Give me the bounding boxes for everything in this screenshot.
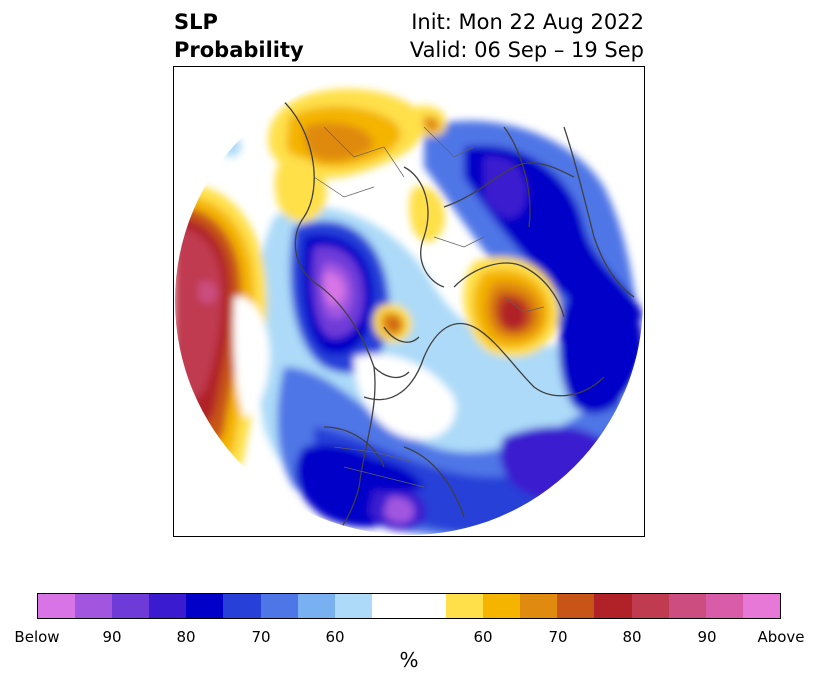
colorbar-segment <box>705 594 743 618</box>
colorbar-segment <box>223 594 261 618</box>
map-dates: Init: Mon 22 Aug 2022 Valid: 06 Sep – 19… <box>410 8 644 64</box>
colorbar-segment <box>112 594 150 618</box>
colorbar-segment <box>260 594 298 618</box>
colorbar-segment <box>742 594 780 618</box>
colorbar-label-below-90: 90 <box>102 628 122 646</box>
probability-colorbar <box>37 593 781 619</box>
colorbar-label-above-70: 70 <box>548 628 568 646</box>
colorbar-label-below-80: 80 <box>176 628 196 646</box>
colorbar-label-above: Above <box>757 628 805 646</box>
colorbar-segment <box>334 594 372 618</box>
colorbar-segment <box>38 594 76 618</box>
colorbar-segment <box>483 594 521 618</box>
colorbar-label-above-80: 80 <box>622 628 642 646</box>
borders <box>313 126 545 488</box>
map-title: SLP Probability <box>174 8 304 64</box>
colorbar-unit: % <box>399 648 419 672</box>
colorbar-segment <box>371 594 447 618</box>
colorbar-label-below-70: 70 <box>251 628 271 646</box>
probability-map <box>175 67 643 535</box>
coastlines <box>278 96 635 535</box>
colorbar-segment <box>149 594 187 618</box>
colorbar-segment <box>594 594 632 618</box>
colorbar-label-below: Below <box>14 628 60 646</box>
colorbar-segment <box>75 594 113 618</box>
title-type: Probability <box>174 38 304 62</box>
title-variable: SLP <box>174 10 218 34</box>
colorbar-label-above-90: 90 <box>697 628 717 646</box>
colorbar-segment <box>520 594 558 618</box>
valid-range: Valid: 06 Sep – 19 Sep <box>409 38 644 62</box>
colorbar-segment <box>668 594 706 618</box>
colorbar-segment <box>446 594 484 618</box>
colorbar-segment <box>297 594 335 618</box>
colorbar-label-above-60: 60 <box>473 628 493 646</box>
init-date: Init: Mon 22 Aug 2022 <box>411 10 644 34</box>
colorbar-segment <box>557 594 595 618</box>
colorbar-segment <box>631 594 669 618</box>
colorbar-segment <box>186 594 224 618</box>
colorbar-label-below-60: 60 <box>325 628 345 646</box>
map-frame <box>173 66 645 537</box>
